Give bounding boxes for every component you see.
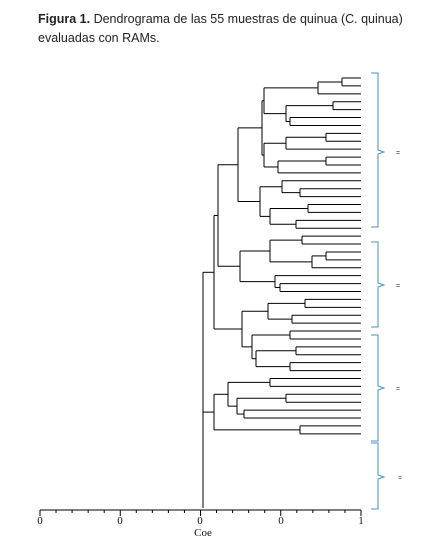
- x-axis-minor-ticks: [39, 510, 362, 516]
- x-tick-label: 0: [278, 515, 284, 527]
- cluster-bracket: [371, 442, 386, 510]
- cluster-bracket: [371, 241, 386, 328]
- cluster-label: =: [396, 150, 400, 157]
- x-axis: 0 0 0 0 1 Coe: [37, 509, 364, 539]
- x-axis-title: Coe: [194, 527, 212, 539]
- cluster-label: =: [396, 283, 400, 290]
- x-tick-label: 0: [37, 515, 43, 527]
- cluster-bracket: [371, 334, 386, 442]
- caption-text: Dendrograma de las 55 muestras de quinua…: [38, 12, 403, 45]
- x-tick-label: 1: [358, 515, 364, 527]
- cluster-brackets: = = = =: [371, 72, 402, 510]
- x-tick-label: 0: [197, 515, 203, 527]
- x-tick-label: 0: [117, 515, 123, 527]
- caption-label: Figura 1.: [38, 12, 91, 26]
- dendrogram-tree: [202, 77, 361, 508]
- cluster-label: =: [396, 386, 400, 393]
- cluster-label: =: [398, 475, 402, 482]
- figure-caption: Figura 1. Dendrograma de las 55 muestras…: [38, 10, 408, 48]
- cluster-bracket: [371, 72, 386, 228]
